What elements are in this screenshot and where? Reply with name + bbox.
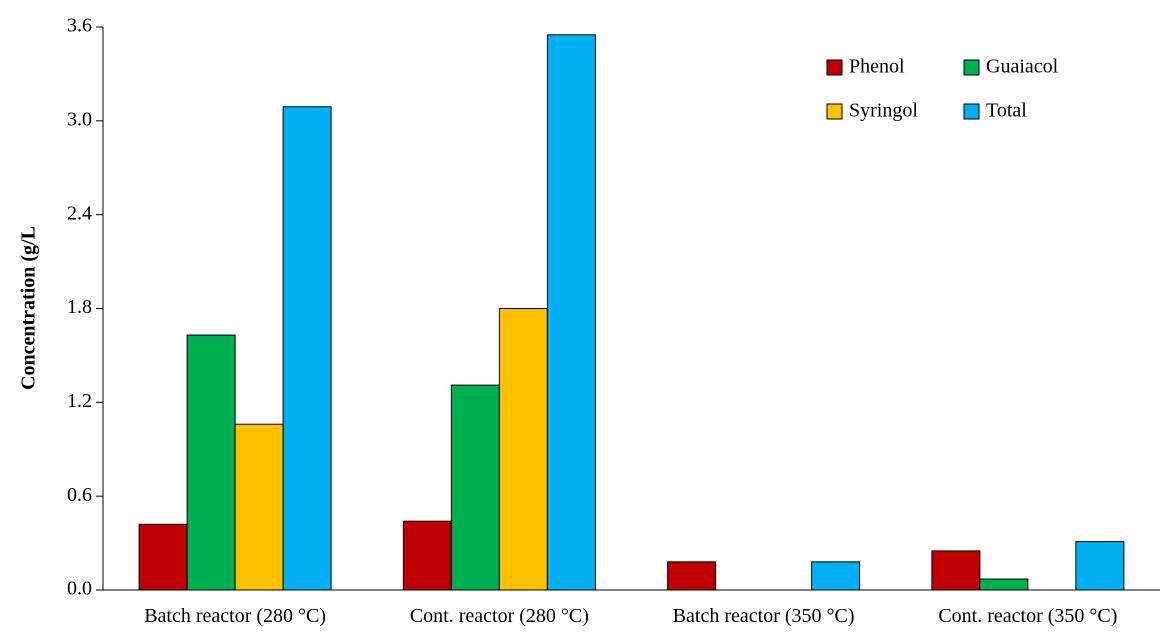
bars-layer xyxy=(138,34,1125,591)
y-tick-label: 0.6 xyxy=(67,484,92,506)
y-ticks: 0.0 0.6 1.2 1.8 2.4 3.0 3.6 xyxy=(67,15,103,600)
legend-label: Guaiacol xyxy=(986,56,1059,78)
y-tick-label: 0.0 xyxy=(67,578,92,600)
bar-syringol xyxy=(234,423,284,591)
y-tick-label: 1.8 xyxy=(67,296,92,318)
bar-guaiacol xyxy=(979,578,1029,591)
bar-phenol xyxy=(402,520,452,591)
y-tick-label: 3.6 xyxy=(67,15,92,37)
x-category-label: Cont. reactor (280 °C) xyxy=(410,605,589,627)
legend-label: Phenol xyxy=(849,56,905,78)
bar-syringol xyxy=(498,308,548,591)
bar-total xyxy=(546,34,596,591)
x-categories: Batch reactor (280 °C) Cont. reactor (280… xyxy=(144,605,1117,627)
y-tick-label: 1.2 xyxy=(67,390,92,412)
bar-guaiacol xyxy=(450,384,500,591)
y-tick-label: 3.0 xyxy=(67,108,92,130)
legend-swatch-phenol xyxy=(826,59,843,76)
bar-total xyxy=(811,561,861,591)
bar-phenol xyxy=(138,523,188,591)
legend-label: Total xyxy=(986,100,1027,122)
bar-total xyxy=(282,106,332,591)
y-tick-label: 2.4 xyxy=(67,202,92,224)
bar-phenol xyxy=(931,550,981,591)
bar-phenol xyxy=(667,561,717,591)
bar-total xyxy=(1075,541,1125,591)
x-category-label: Cont. reactor (350 °C) xyxy=(938,605,1117,627)
legend-swatch-guaiacol xyxy=(963,59,980,76)
x-category-label: Batch reactor (280 °C) xyxy=(144,605,326,627)
legend-swatch-total xyxy=(963,103,980,120)
legend-label: Syringol xyxy=(849,100,918,122)
y-axis-title: Concentration (g/L xyxy=(18,226,40,390)
legend: Phenol Guaiacol Syringol Total xyxy=(826,56,1059,122)
x-category-label: Batch reactor (350 °C) xyxy=(673,605,855,627)
bar-guaiacol xyxy=(186,334,236,591)
legend-swatch-syringol xyxy=(826,103,843,120)
